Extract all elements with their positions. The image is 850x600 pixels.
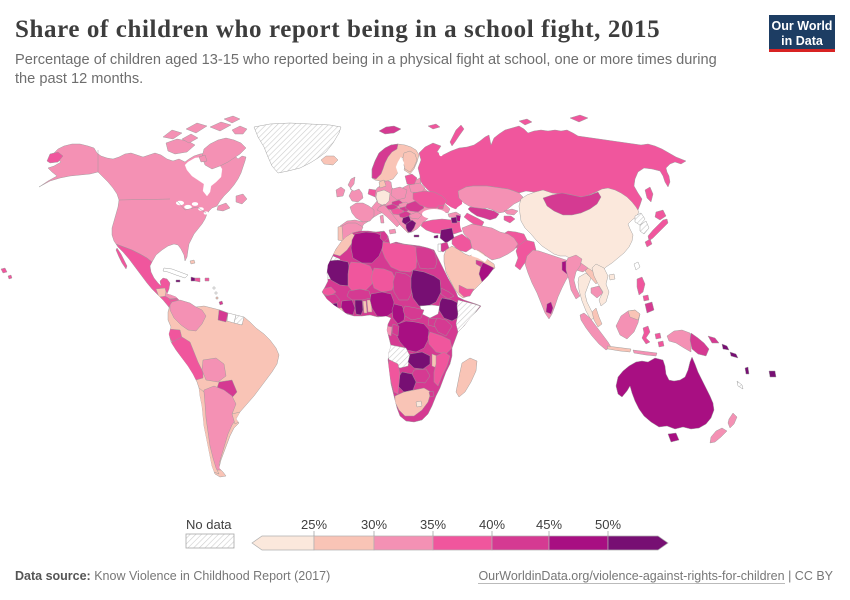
svg-text:40%: 40% <box>479 517 505 532</box>
svg-text:25%: 25% <box>301 517 327 532</box>
svg-text:30%: 30% <box>361 517 387 532</box>
svg-text:50%: 50% <box>595 517 621 532</box>
svg-text:35%: 35% <box>420 517 446 532</box>
svg-text:45%: 45% <box>536 517 562 532</box>
svg-text:No data: No data <box>186 517 232 532</box>
